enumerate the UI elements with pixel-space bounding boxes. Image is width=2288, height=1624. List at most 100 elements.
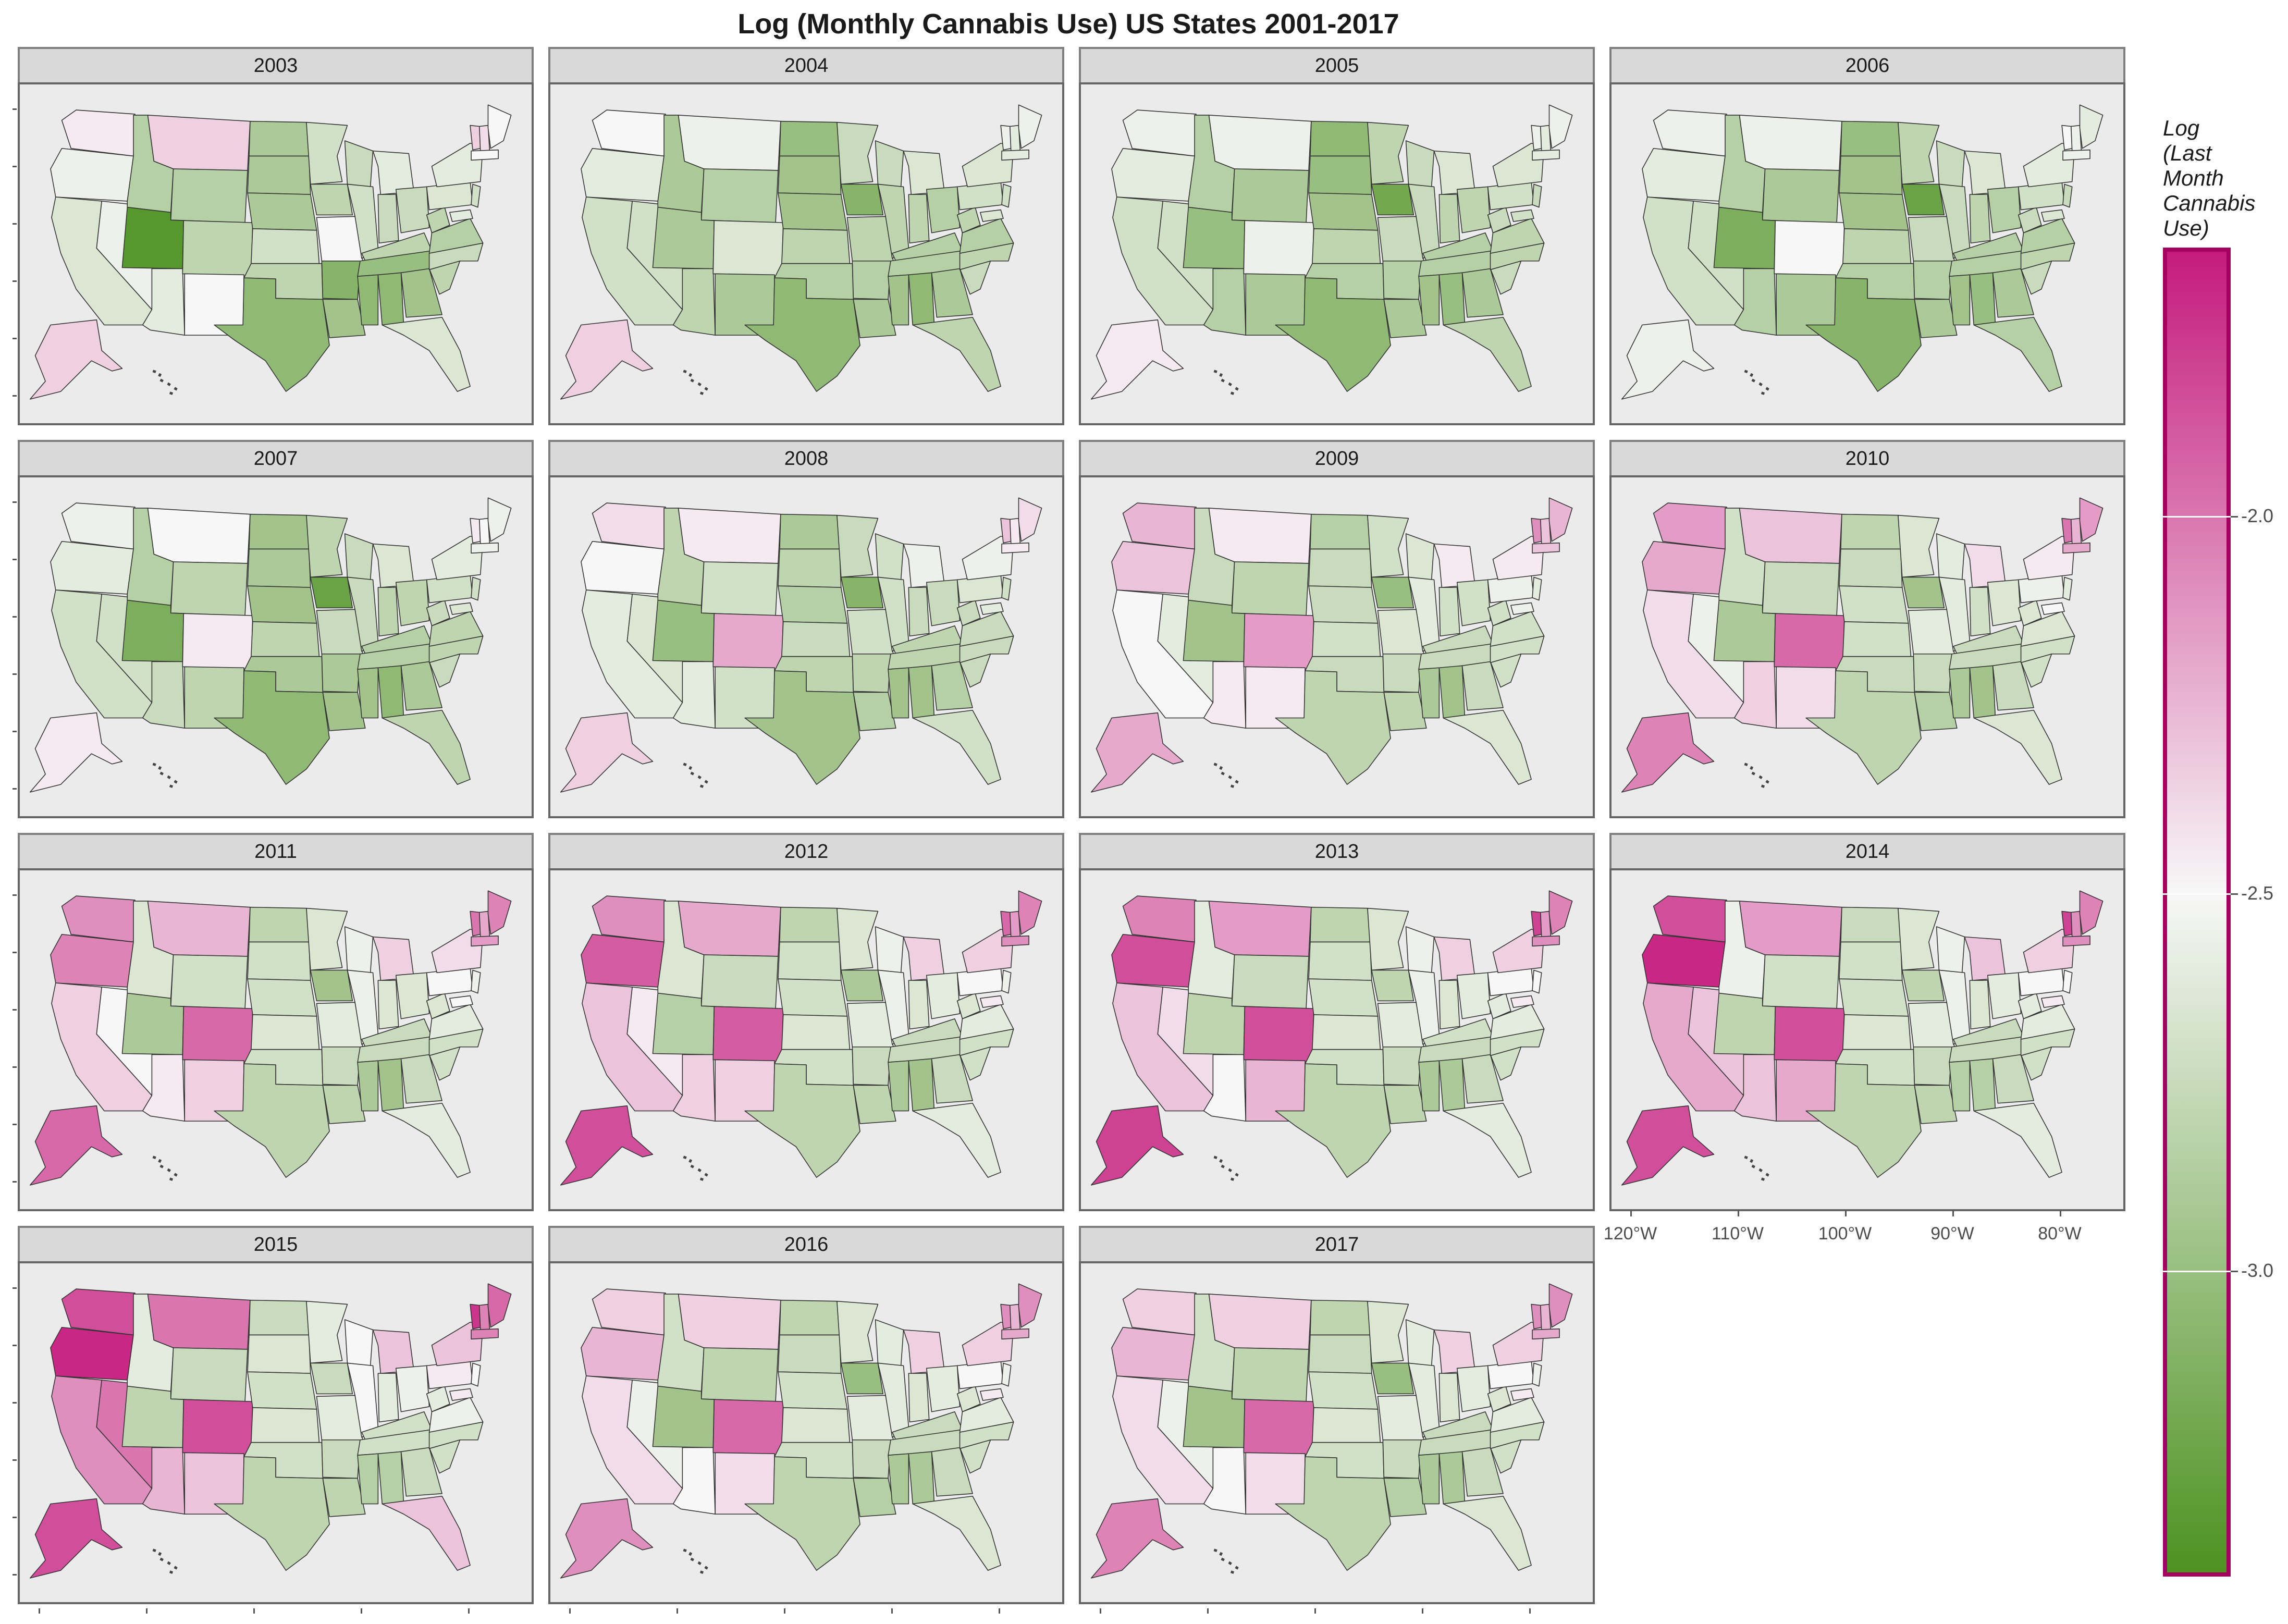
state-MD — [1510, 602, 1534, 615]
state-ND — [1310, 513, 1371, 550]
state-GA — [400, 268, 442, 318]
us-state-map — [1090, 890, 1573, 1186]
us-state-map — [1090, 1283, 1573, 1579]
x-axis-tick — [1100, 1608, 1101, 1614]
facet-map-area — [548, 475, 1064, 818]
state-CO — [1243, 1006, 1314, 1063]
state-WI — [1936, 533, 1965, 581]
state-LA — [1383, 299, 1427, 338]
state-WY — [1762, 168, 1840, 223]
state-MD — [1510, 209, 1534, 222]
x-axis-tick — [1529, 1608, 1531, 1614]
state-MS — [1418, 667, 1440, 719]
state-ME — [1548, 104, 1573, 149]
state-GA — [1461, 1054, 1504, 1104]
state-AR — [321, 1439, 361, 1479]
state-TX — [1805, 277, 1922, 392]
state-VA — [428, 611, 484, 647]
state-CO — [712, 1399, 784, 1456]
state-OR — [1111, 147, 1195, 202]
facet-panel-2006: 2006 — [1609, 47, 2125, 428]
state-NE — [1308, 192, 1379, 231]
state-WA — [61, 1288, 136, 1336]
state-MN — [1367, 907, 1409, 971]
state-NY — [962, 143, 1014, 188]
state-MS — [357, 1453, 379, 1505]
state-IA — [1371, 183, 1414, 216]
facet-panel-2003: 2003 — [13, 47, 534, 428]
state-PA — [2018, 967, 2065, 996]
state-ND — [779, 513, 840, 550]
state-CO — [1243, 220, 1314, 277]
state-IN — [908, 1373, 930, 1423]
state-CO — [712, 613, 784, 670]
state-TX — [1805, 670, 1922, 785]
facet-map-area — [548, 1261, 1064, 1604]
state-PA — [956, 967, 1004, 996]
x-axis-tick — [1207, 1608, 1209, 1614]
x-axis-tick — [569, 1608, 571, 1614]
state-KS — [1312, 228, 1381, 264]
state-NY — [2023, 536, 2075, 581]
state-WV — [2018, 206, 2042, 233]
state-WI — [344, 533, 374, 581]
state-MA — [1001, 1328, 1029, 1340]
state-MN — [1898, 121, 1940, 185]
state-SD — [247, 1334, 311, 1374]
facet-strip-label: 2005 — [1079, 47, 1595, 82]
y-axis-tick — [13, 1066, 17, 1068]
facet-panel-2007: 2007 — [13, 440, 534, 821]
state-IN — [908, 194, 930, 244]
state-OH — [926, 186, 961, 233]
facet-map-area — [1609, 475, 2125, 818]
state-AL — [1438, 1058, 1466, 1112]
state-NE — [1308, 978, 1379, 1017]
state-MN — [306, 514, 348, 578]
y-axis-tick — [13, 616, 17, 618]
state-ME — [1018, 104, 1042, 149]
state-FL — [912, 1495, 1001, 1571]
x-axis-tick — [891, 1608, 893, 1614]
y-axis-tick — [13, 166, 17, 167]
state-AR — [321, 1046, 361, 1086]
state-PA — [956, 574, 1004, 604]
state-ME — [1018, 890, 1042, 935]
state-WA — [61, 502, 136, 550]
facet-map-area — [1079, 868, 1595, 1211]
state-MA — [2062, 935, 2090, 947]
facet-panel-2005: 2005 — [1079, 47, 1595, 428]
state-VA — [428, 218, 484, 254]
state-MD — [980, 602, 1004, 615]
state-OH — [1987, 972, 2022, 1019]
y-axis-tick — [13, 1574, 17, 1576]
state-IN — [1969, 980, 1991, 1030]
state-GA — [1992, 268, 2034, 318]
state-MI — [903, 936, 945, 981]
x-axis-tick — [253, 1608, 255, 1614]
state-KS — [251, 1014, 320, 1050]
state-KS — [1842, 1014, 1912, 1050]
facet-panel-2012: 2012 — [548, 833, 1064, 1214]
state-CO — [1774, 613, 1845, 670]
state-MI — [372, 150, 414, 195]
state-ND — [249, 120, 310, 157]
state-OR — [1642, 147, 1726, 202]
state-IA — [1371, 576, 1414, 609]
state-AL — [1969, 272, 1996, 326]
state-MT — [1208, 901, 1312, 957]
facet-map-area — [1079, 1261, 1595, 1604]
state-NY — [1492, 536, 1545, 581]
state-MD — [1510, 995, 1534, 1008]
state-SD — [247, 155, 311, 195]
state-AL — [1438, 665, 1466, 719]
state-SD — [1839, 155, 1903, 195]
state-MS — [357, 1060, 379, 1112]
state-KS — [1312, 621, 1381, 657]
state-HI — [152, 762, 178, 789]
us-state-map — [29, 497, 512, 793]
state-AR — [1913, 1046, 1952, 1086]
state-FL — [1443, 1495, 1532, 1571]
state-MN — [837, 1300, 879, 1364]
state-NY — [1492, 929, 1545, 974]
state-MD — [980, 995, 1004, 1008]
